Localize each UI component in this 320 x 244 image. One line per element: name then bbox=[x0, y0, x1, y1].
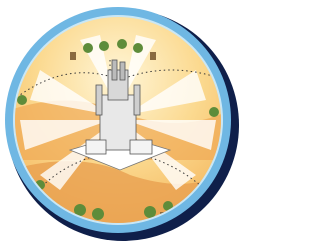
illustration bbox=[0, 0, 241, 244]
page: (() => { const data = JSON.parse(documen… bbox=[0, 0, 320, 244]
